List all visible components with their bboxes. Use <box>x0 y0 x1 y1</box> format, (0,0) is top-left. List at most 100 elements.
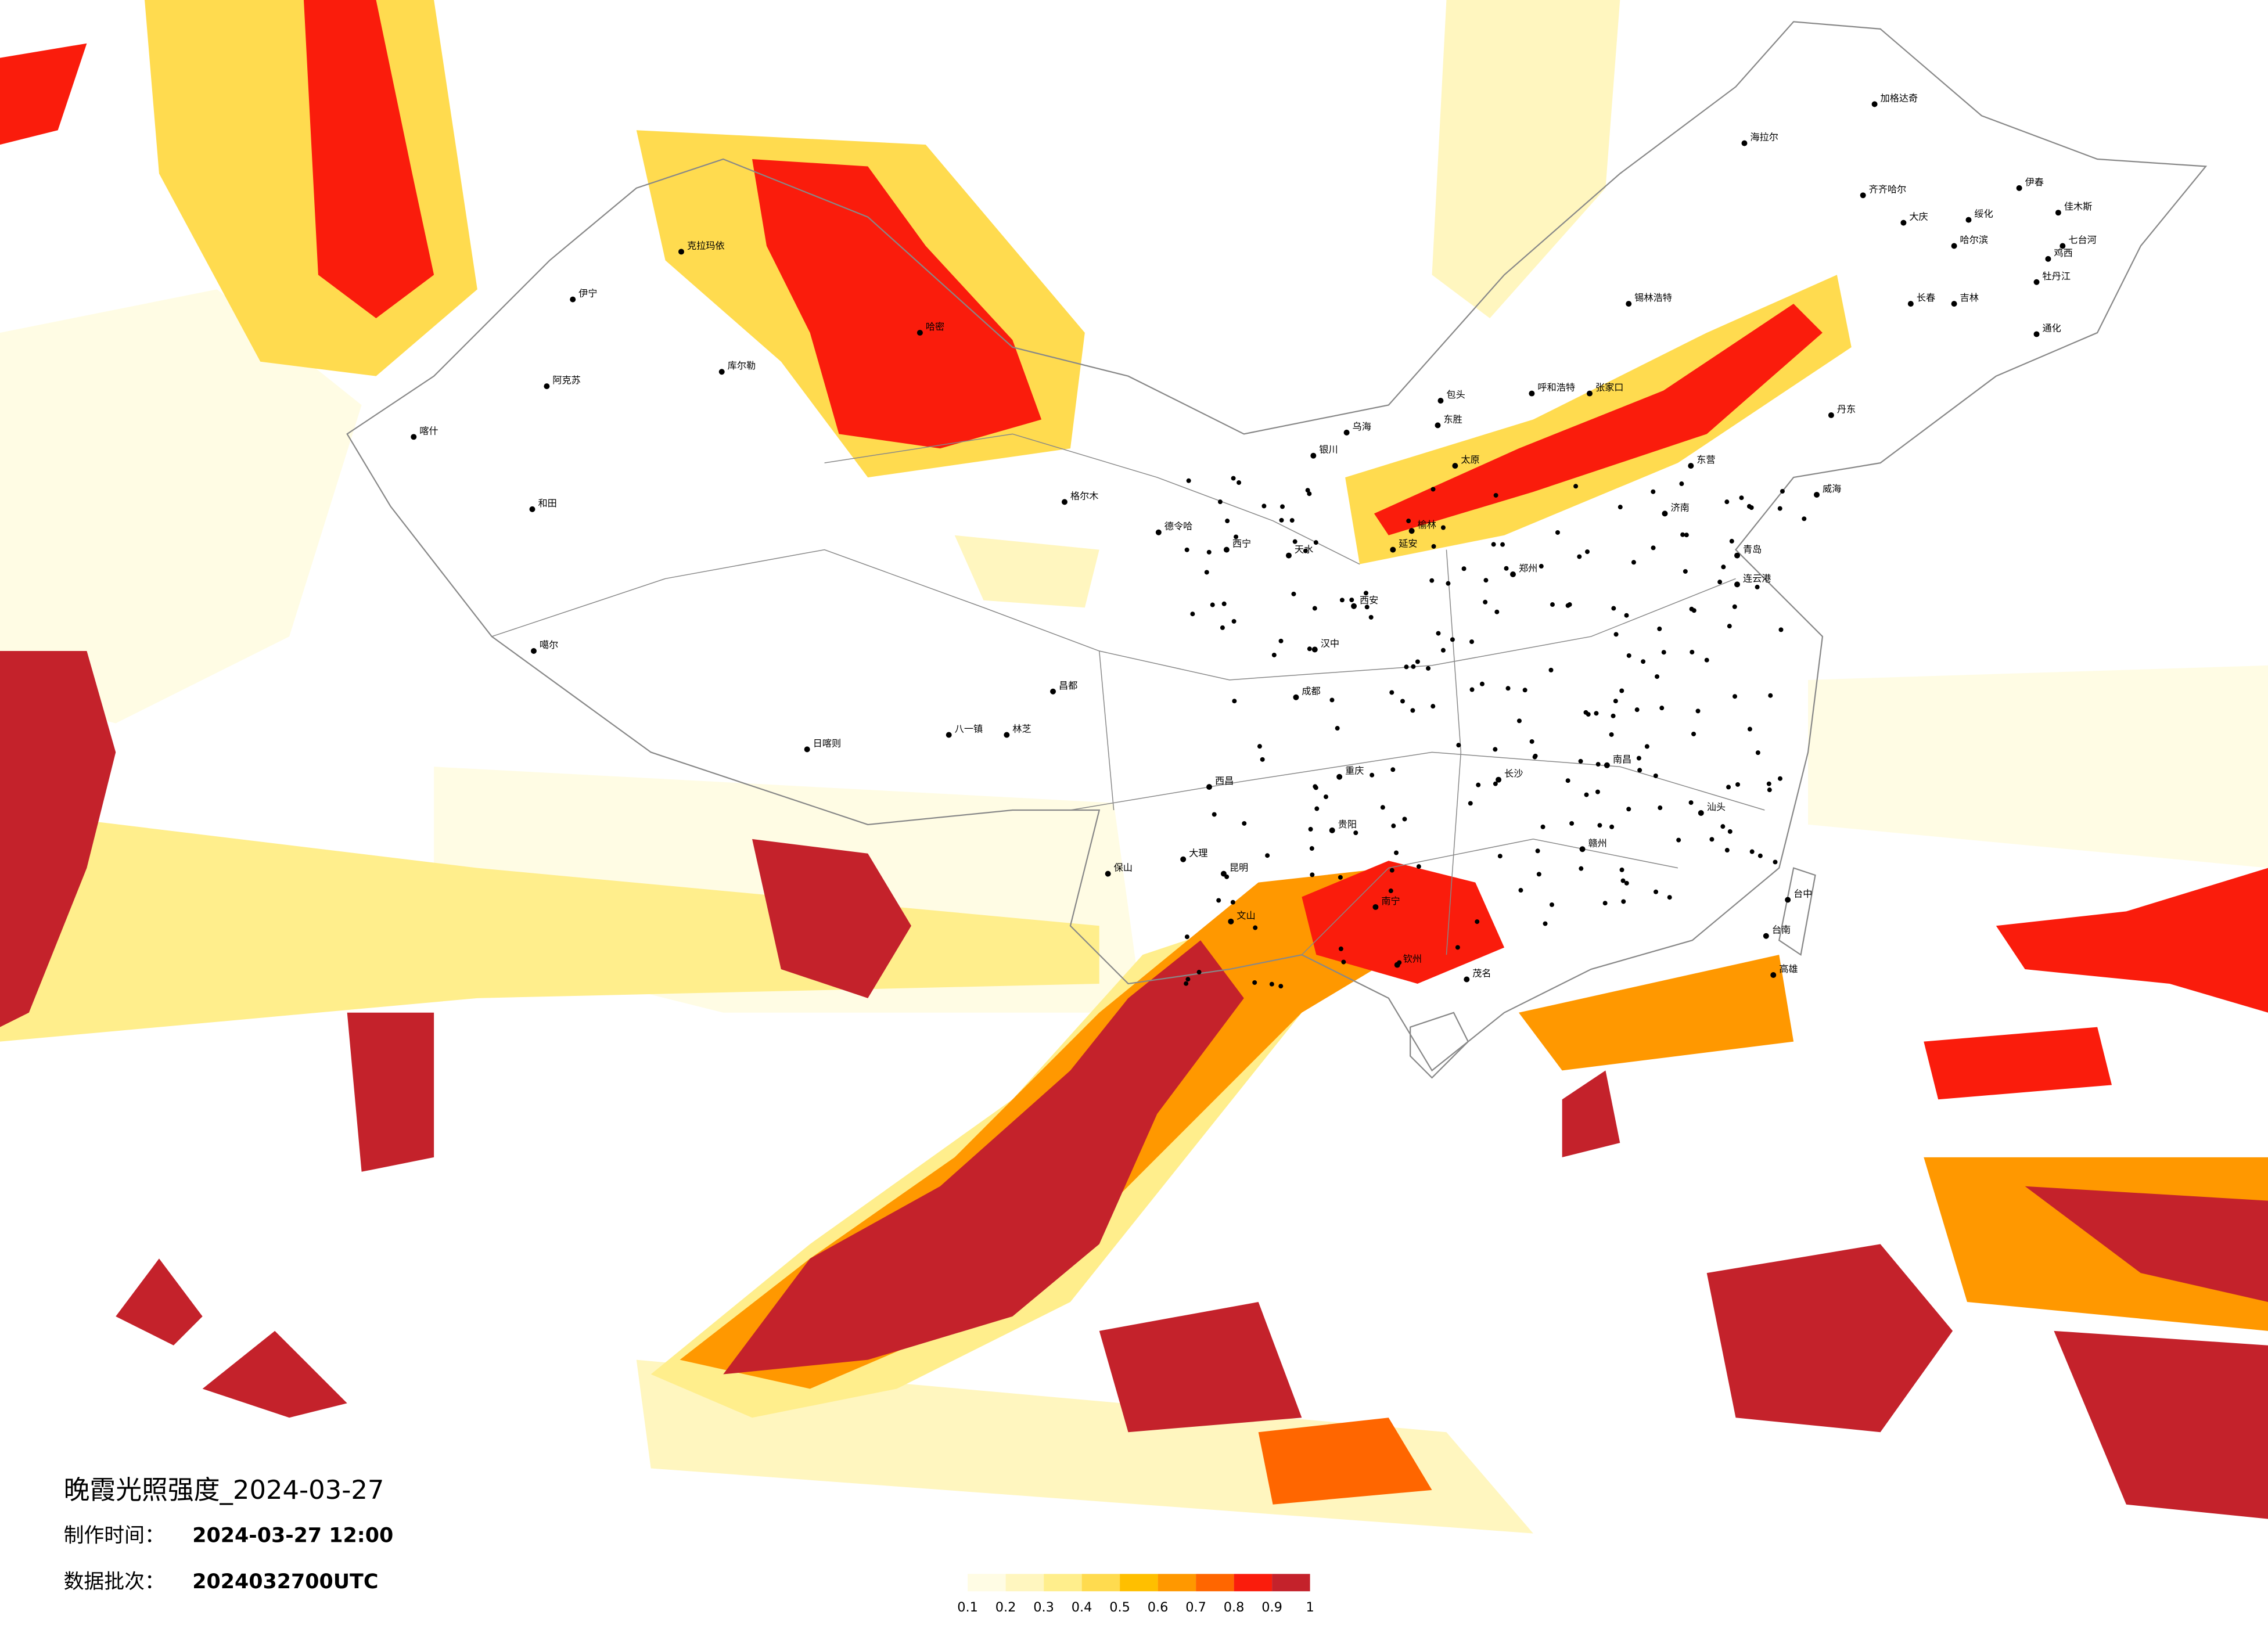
city-dot <box>1410 708 1415 713</box>
city-dot <box>1533 753 1538 758</box>
city-dot <box>1555 530 1560 535</box>
city-dot <box>1314 806 1320 811</box>
city-label: 鸡西 <box>2054 247 2072 258</box>
intensity-patch <box>723 940 1244 1375</box>
city-dot <box>1704 657 1709 663</box>
colorbar-swatch <box>1272 1574 1310 1592</box>
intensity-patch <box>116 1258 203 1346</box>
city-dot <box>2059 243 2066 249</box>
city-dot <box>1667 895 1672 900</box>
city-dot <box>1280 504 1285 509</box>
city-dot <box>1257 744 1262 749</box>
intensity-patch <box>752 839 911 998</box>
city-dot <box>1400 699 1405 704</box>
intensity-patch <box>1302 861 1505 984</box>
city-dot <box>1749 849 1755 854</box>
city-dot <box>1734 552 1740 559</box>
city-label: 哈密 <box>926 321 944 332</box>
city-label: 汉中 <box>1321 638 1339 649</box>
city-label: 贵阳 <box>1338 819 1357 830</box>
city-dot <box>1907 301 1914 307</box>
city-dot <box>1217 499 1223 505</box>
intensity-patch <box>1518 955 1794 1071</box>
city-dot <box>1468 801 1473 806</box>
colorbar-label: 0.1 <box>957 1600 978 1615</box>
city-dot <box>544 383 550 390</box>
city-label: 克拉玛依 <box>687 240 725 251</box>
city-dot <box>1231 476 1236 481</box>
city-dot <box>1550 902 1554 907</box>
colorbar-swatch <box>1196 1574 1234 1592</box>
city-dot <box>1619 867 1624 872</box>
batch: 2024032700UTC <box>192 1570 378 1593</box>
intensity-patch <box>1432 0 1620 319</box>
city-dot <box>1363 591 1368 596</box>
city-label: 喀什 <box>419 425 438 436</box>
city-label: 南昌 <box>1613 754 1631 765</box>
city-dot <box>1431 544 1436 549</box>
city-label: 海拉尔 <box>1750 132 1778 143</box>
city-dot <box>1338 875 1343 880</box>
colorbar-label: 0.9 <box>1261 1600 1282 1615</box>
city-dot <box>1755 584 1760 589</box>
city-label: 通化 <box>2042 322 2061 333</box>
city-dot <box>1565 778 1570 783</box>
city-dot <box>1004 732 1010 738</box>
city-label: 绥化 <box>1974 208 1993 220</box>
colorbar-swatch <box>1158 1574 1196 1592</box>
intensity-patch <box>954 535 1099 608</box>
city-dot <box>1476 782 1481 787</box>
city-dot <box>1739 495 1744 501</box>
city-label: 太原 <box>1461 454 1479 465</box>
city-label: 威海 <box>1823 483 1841 494</box>
city-label: 延安 <box>1399 538 1417 549</box>
colorbar-swatch <box>968 1574 1006 1592</box>
city-dot <box>530 648 537 654</box>
city-label: 成都 <box>1302 686 1320 697</box>
city-dot <box>1659 706 1665 711</box>
intensity-patch <box>1808 665 2268 868</box>
city-dot <box>1338 946 1343 951</box>
city-dot <box>2016 185 2022 191</box>
city-dot <box>1626 807 1631 812</box>
city-dot <box>1661 650 1666 655</box>
city-dot <box>718 369 725 375</box>
city-dot <box>1491 542 1496 547</box>
city-dot <box>1469 687 1475 692</box>
city-dot <box>1757 853 1763 858</box>
city-dot <box>1440 647 1446 653</box>
city-dot <box>1724 848 1730 853</box>
city-dot <box>1204 570 1209 575</box>
city-dot <box>1440 525 1446 530</box>
city-dot <box>1450 637 1455 642</box>
city-dot <box>1613 699 1618 704</box>
boundaries <box>346 21 2208 1079</box>
city-dot <box>2055 210 2061 216</box>
city-dot <box>1620 878 1626 883</box>
province-border <box>824 433 1360 565</box>
city-dot <box>1353 830 1358 836</box>
city-dot <box>1416 864 1421 869</box>
city-dot <box>1695 708 1701 714</box>
intensity-patch <box>1924 1027 2112 1100</box>
city-label: 包头 <box>1446 389 1465 400</box>
colorbar: 0.1 0.2 0.3 0.4 0.5 0.6 0.7 0.8 0.9 1 <box>957 1574 1314 1615</box>
city-dot <box>1510 571 1516 577</box>
city-dot <box>1543 921 1548 926</box>
city-label: 丹东 <box>1837 404 1856 415</box>
city-dot <box>1293 694 1299 700</box>
city-dot <box>1234 534 1239 539</box>
city-dot <box>1493 781 1498 786</box>
city-dot <box>1105 870 1111 877</box>
city-dot <box>1504 566 1509 571</box>
city-label: 长沙 <box>1504 768 1523 779</box>
city-dot <box>1228 918 1234 924</box>
city-dot <box>1050 688 1056 695</box>
city-dot <box>1446 581 1451 586</box>
city-dot <box>1683 569 1688 574</box>
city-label: 茂名 <box>1472 967 1491 979</box>
intensity-patch <box>347 1012 434 1172</box>
city-dot <box>1261 503 1267 509</box>
colorbar-label: 1 <box>1306 1600 1314 1615</box>
